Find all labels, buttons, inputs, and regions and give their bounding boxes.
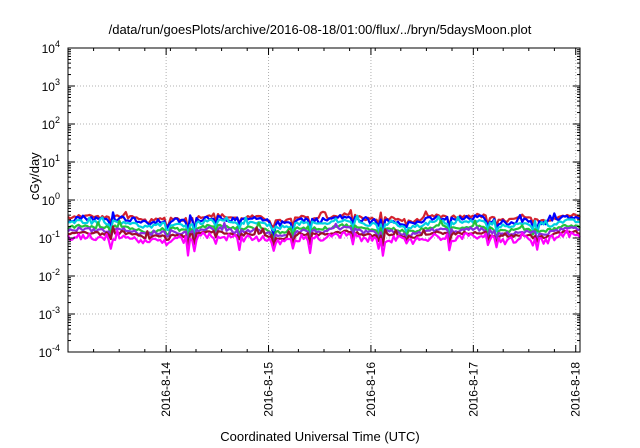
x-tick-label: 2016-8-15	[262, 362, 276, 417]
y-tick-label: 10-4	[39, 343, 60, 360]
x-tick-label: 2016-8-18	[569, 362, 583, 417]
y-tick-label: 100	[42, 191, 60, 208]
y-tick-label: 10-1	[39, 229, 60, 246]
series-lines	[66, 209, 581, 257]
axis-ticks	[67, 47, 581, 353]
x-axis-label: Coordinated Universal Time (UTC)	[220, 429, 420, 444]
x-tick-label: 2016-8-17	[466, 362, 480, 417]
y-tick-label: 103	[42, 77, 60, 94]
series-line	[66, 229, 581, 257]
y-tick-labels: 10-4 10-3 10-2 10-1 100 101 102 103 104	[39, 39, 60, 360]
y-tick-label: 101	[42, 153, 60, 170]
chart-title: /data/run/goesPlots/archive/2016-08-18/0…	[108, 22, 532, 37]
series-line	[67, 221, 581, 245]
x-tick-labels: 2016-8-14 2016-8-15 2016-8-16 2016-8-17 2016…	[159, 362, 583, 417]
y-tick-label: 102	[42, 115, 60, 132]
grid-lines	[68, 48, 580, 352]
y-tick-label: 10-3	[39, 305, 60, 322]
y-tick-label: 10-2	[39, 267, 60, 284]
series-line	[68, 214, 581, 238]
y-tick-label: 104	[42, 39, 60, 56]
x-tick-label: 2016-8-14	[159, 362, 173, 417]
x-tick-label: 2016-8-16	[364, 362, 378, 417]
